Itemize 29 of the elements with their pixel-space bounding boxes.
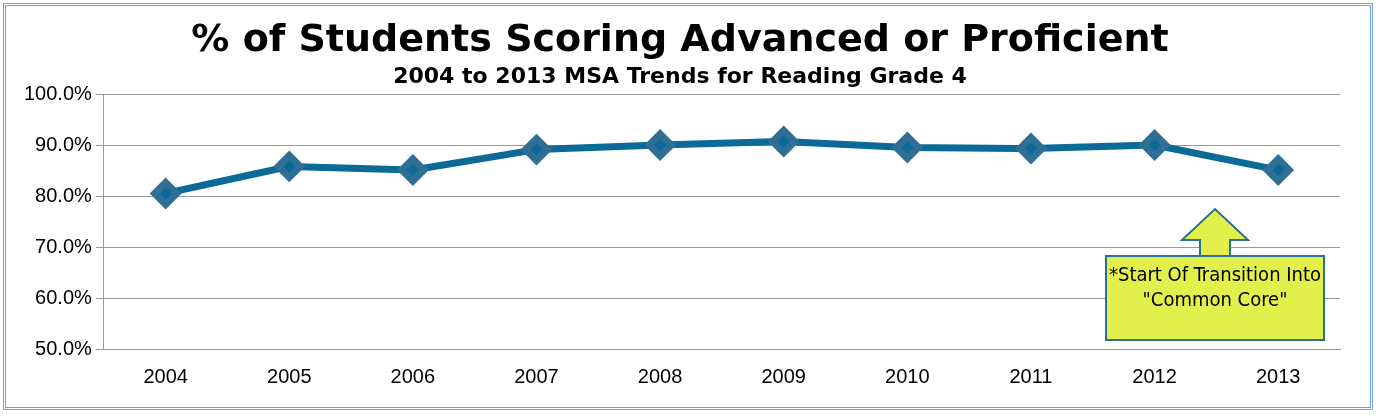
x-tick-label: 2013	[1255, 364, 1301, 387]
x-tick-label: 2008	[637, 364, 683, 387]
point	[521, 135, 551, 165]
point	[1263, 155, 1293, 185]
y-tick-label: 80.0%	[35, 183, 93, 206]
y-tick-label: 90.0%	[35, 132, 93, 155]
point	[274, 151, 304, 181]
annotation: *Start Of Transition Into "Common Core"	[1105, 255, 1325, 341]
y-tick-label: 60.0%	[35, 285, 93, 308]
x-tick-label: 2007	[514, 364, 559, 387]
y-tick-label: 50.0%	[35, 336, 93, 359]
x-tick-label: 2004	[143, 364, 188, 387]
x-tick-label: 2009	[761, 364, 806, 387]
x-tick-label: 2005	[267, 364, 312, 387]
chart-subtitle: 2004 to 2013 MSA Trends for Reading Grade 4	[393, 62, 967, 88]
point	[1140, 130, 1170, 160]
y-tick-label: 100.0%	[23, 81, 93, 104]
chart-title: % of Students Scoring Advanced or Proficient	[191, 15, 1169, 60]
x-tick-label: 2006	[390, 364, 436, 387]
x-tick-label: 2012	[1132, 364, 1177, 387]
point	[769, 126, 799, 156]
point	[892, 133, 922, 163]
y-tick-label: 70.0%	[35, 234, 93, 257]
point	[151, 178, 181, 208]
x-tick-label: 2011	[1009, 364, 1053, 387]
point	[398, 155, 428, 185]
point	[1016, 134, 1046, 164]
x-tick-label: 2010	[885, 364, 930, 387]
point	[645, 130, 675, 160]
